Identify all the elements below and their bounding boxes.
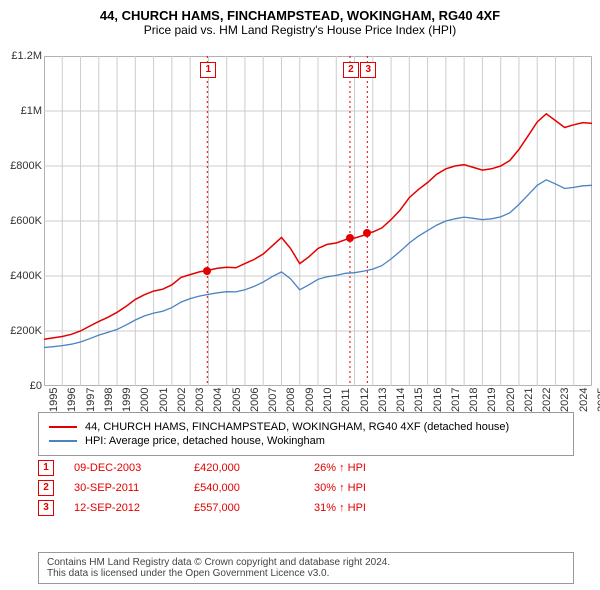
y-tick-label: £400K xyxy=(2,270,42,282)
y-tick-label: £600K xyxy=(2,215,42,227)
plot-svg xyxy=(44,56,592,386)
event-row: 2 30-SEP-2011£540,00030% ↑ HPI xyxy=(38,480,574,496)
x-tick-label: 2016 xyxy=(432,388,444,412)
x-tick-label: 2022 xyxy=(541,388,553,412)
x-tick-label: 2017 xyxy=(450,388,462,412)
x-tick-label: 2021 xyxy=(523,388,535,412)
x-tick-label: 1997 xyxy=(85,388,97,412)
x-tick-label: 1996 xyxy=(66,388,78,412)
x-tick-label: 2012 xyxy=(359,388,371,412)
x-tick-label: 2007 xyxy=(267,388,279,412)
footer-line-1: Contains HM Land Registry data © Crown c… xyxy=(47,557,565,568)
x-tick-label: 2005 xyxy=(231,388,243,412)
event-diff: 26% ↑ HPI xyxy=(314,462,434,474)
x-tick-label: 2014 xyxy=(395,388,407,412)
legend-swatch xyxy=(49,440,77,442)
legend-label: HPI: Average price, detached house, Woki… xyxy=(85,435,325,447)
chart-title: 44, CHURCH HAMS, FINCHAMPSTEAD, WOKINGHA… xyxy=(0,0,600,23)
x-tick-label: 1999 xyxy=(121,388,133,412)
x-tick-label: 1998 xyxy=(103,388,115,412)
legend-label: 44, CHURCH HAMS, FINCHAMPSTEAD, WOKINGHA… xyxy=(85,421,509,433)
chart-subtitle: Price paid vs. HM Land Registry's House … xyxy=(0,23,600,43)
x-tick-label: 2004 xyxy=(212,388,224,412)
x-tick-label: 2008 xyxy=(285,388,297,412)
event-price: £420,000 xyxy=(194,462,314,474)
price-point-marker xyxy=(363,229,371,237)
price-point-marker xyxy=(346,234,354,242)
x-tick-label: 2024 xyxy=(578,388,590,412)
x-tick-label: 2018 xyxy=(468,388,480,412)
x-tick-label: 2003 xyxy=(194,388,206,412)
x-tick-label: 2013 xyxy=(377,388,389,412)
event-row: 1 09-DEC-2003£420,00026% ↑ HPI xyxy=(38,460,574,476)
event-id-box: 3 xyxy=(38,500,54,516)
event-diff: 30% ↑ HPI xyxy=(314,482,434,494)
legend-swatch xyxy=(49,426,77,428)
chart-frame: 44, CHURCH HAMS, FINCHAMPSTEAD, WOKINGHA… xyxy=(0,0,600,590)
footer-line-2: This data is licensed under the Open Gov… xyxy=(47,568,565,579)
legend-row: 44, CHURCH HAMS, FINCHAMPSTEAD, WOKINGHA… xyxy=(49,421,563,433)
x-tick-label: 2015 xyxy=(413,388,425,412)
y-tick-label: £200K xyxy=(2,325,42,337)
footer-box: Contains HM Land Registry data © Crown c… xyxy=(38,552,574,584)
y-tick-label: £1.2M xyxy=(2,50,42,62)
event-diff: 31% ↑ HPI xyxy=(314,502,434,514)
plot-area: £0£200K£400K£600K£800K£1M£1.2M1995199619… xyxy=(44,56,592,386)
y-tick-label: £0 xyxy=(2,380,42,392)
event-id-box: 2 xyxy=(38,480,54,496)
x-tick-label: 2011 xyxy=(340,388,352,412)
events-list: 1 09-DEC-2003£420,00026% ↑ HPI 2 30-SEP-201… xyxy=(38,456,574,520)
x-tick-label: 2010 xyxy=(322,388,334,412)
event-marker-box: 2 xyxy=(343,62,359,78)
x-tick-label: 2019 xyxy=(486,388,498,412)
event-date: 12-SEP-2012 xyxy=(74,502,194,514)
event-row: 3 12-SEP-2012£557,00031% ↑ HPI xyxy=(38,500,574,516)
x-tick-label: 2006 xyxy=(249,388,261,412)
event-price: £540,000 xyxy=(194,482,314,494)
event-price: £557,000 xyxy=(194,502,314,514)
event-id-box: 1 xyxy=(38,460,54,476)
x-tick-label: 2009 xyxy=(304,388,316,412)
event-date: 30-SEP-2011 xyxy=(74,482,194,494)
event-marker-box: 1 xyxy=(200,62,216,78)
x-tick-label: 2025 xyxy=(596,388,600,412)
x-tick-label: 2002 xyxy=(176,388,188,412)
event-marker-box: 3 xyxy=(360,62,376,78)
price-point-marker xyxy=(203,267,211,275)
y-tick-label: £800K xyxy=(2,160,42,172)
x-tick-label: 2020 xyxy=(505,388,517,412)
x-tick-label: 1995 xyxy=(48,388,60,412)
x-tick-label: 2001 xyxy=(158,388,170,412)
legend-row: HPI: Average price, detached house, Woki… xyxy=(49,435,563,447)
x-tick-label: 2000 xyxy=(139,388,151,412)
x-tick-label: 2023 xyxy=(559,388,571,412)
event-date: 09-DEC-2003 xyxy=(74,462,194,474)
legend-box: 44, CHURCH HAMS, FINCHAMPSTEAD, WOKINGHA… xyxy=(38,412,574,456)
y-tick-label: £1M xyxy=(2,105,42,117)
